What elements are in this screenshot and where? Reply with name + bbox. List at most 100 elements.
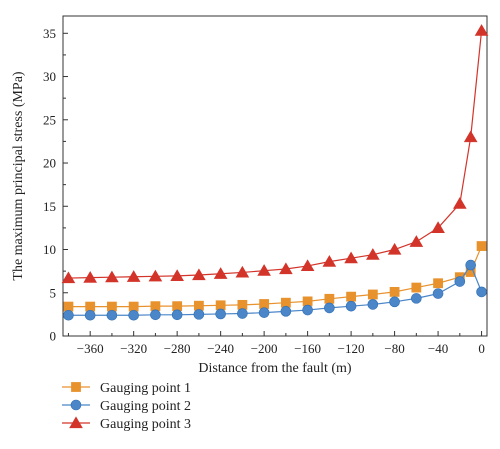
data-point	[148, 269, 163, 282]
legend-item: Gauging point 2	[62, 399, 191, 414]
legend: Gauging point 1 Gauging point 2 Gauging po…	[62, 381, 191, 432]
data-point	[192, 268, 206, 281]
data-point	[411, 293, 422, 304]
data-point	[302, 296, 313, 307]
x-axis-ticks: −360 −320 −280 −240 −200 −160 −120 −80 −40 0	[67, 331, 485, 356]
data-point	[387, 242, 402, 255]
data-point	[409, 235, 424, 247]
x-tick-label: −160	[294, 341, 321, 356]
data-point	[411, 282, 422, 293]
data-point	[170, 269, 184, 281]
y-tick-label: 10	[43, 242, 56, 257]
data-point	[433, 278, 443, 289]
data-point	[389, 296, 400, 308]
data-point	[193, 309, 205, 320]
data-point	[280, 297, 291, 308]
data-point	[324, 302, 335, 314]
data-point	[63, 309, 74, 321]
y-tick-label: 0	[50, 329, 57, 344]
data-point	[476, 241, 487, 251]
data-point	[259, 299, 270, 309]
data-point	[454, 276, 466, 287]
legend-label: Gauging point 3	[100, 417, 191, 432]
data-point	[431, 221, 445, 233]
data-point	[83, 271, 98, 283]
series-3	[61, 24, 489, 284]
data-point	[322, 255, 337, 267]
data-point	[280, 306, 292, 317]
data-point	[258, 307, 270, 318]
data-point	[345, 300, 357, 312]
data-point	[476, 286, 487, 298]
y-tick-label: 25	[43, 112, 56, 127]
data-point	[150, 301, 161, 312]
data-point	[172, 301, 183, 312]
data-point	[126, 270, 141, 282]
legend-label: Gauging point 2	[100, 399, 191, 414]
data-point	[237, 308, 248, 319]
x-tick-label: −320	[120, 341, 147, 356]
legend-marker	[71, 382, 81, 392]
data-point	[150, 309, 161, 321]
data-point	[107, 301, 117, 312]
data-point	[346, 291, 357, 302]
x-tick-label: 0	[478, 341, 485, 356]
data-point	[432, 288, 444, 299]
data-point	[367, 289, 378, 300]
y-tick-label: 20	[43, 156, 56, 171]
data-point	[235, 265, 250, 278]
series-layer	[61, 24, 489, 321]
x-tick-label: −80	[384, 341, 404, 356]
legend-item: Gauging point 3	[62, 416, 191, 432]
data-point	[257, 264, 271, 276]
data-point	[367, 299, 379, 310]
plot-border	[62, 15, 488, 337]
data-point	[215, 300, 226, 311]
x-tick-label: −280	[164, 341, 191, 356]
y-axis-label: The maximum principal stress (MPa)	[11, 71, 26, 281]
data-point	[463, 130, 478, 143]
x-tick-label: −360	[77, 341, 104, 356]
y-axis-ticks: 0 5 10 15 20 25 30 35	[43, 26, 68, 344]
data-point	[474, 24, 489, 36]
data-point	[61, 271, 76, 284]
y-tick-label: 35	[43, 26, 56, 41]
data-point	[279, 262, 293, 275]
data-point	[344, 251, 358, 264]
legend-item: Gauging point 1	[62, 381, 191, 396]
data-point	[213, 267, 228, 279]
plot-frame	[62, 15, 488, 337]
x-tick-label: −120	[338, 341, 365, 356]
data-point	[237, 299, 248, 310]
x-axis-label: Distance from the fault (m)	[198, 361, 352, 376]
legend-marker	[70, 399, 82, 411]
x-tick-label: −40	[428, 341, 448, 356]
data-point	[324, 293, 335, 304]
data-point	[302, 304, 313, 316]
y-tick-label: 5	[50, 285, 57, 300]
data-point	[128, 301, 139, 312]
x-tick-label: −200	[251, 341, 278, 356]
x-tick-label: −240	[207, 341, 234, 356]
data-point	[106, 309, 118, 321]
series-2	[63, 259, 487, 321]
y-tick-label: 30	[43, 69, 56, 84]
legend-marker	[69, 416, 83, 429]
data-point	[85, 301, 96, 312]
data-point	[366, 248, 380, 260]
data-point	[193, 300, 204, 311]
data-point	[465, 259, 476, 271]
data-point	[105, 270, 119, 283]
series-1	[63, 241, 487, 312]
data-point	[84, 309, 96, 321]
data-point	[452, 197, 467, 209]
data-point	[171, 309, 183, 321]
data-point	[389, 286, 400, 297]
data-point	[63, 301, 74, 312]
data-point	[300, 259, 315, 272]
data-point	[128, 309, 139, 321]
y-tick-label: 15	[43, 199, 56, 214]
data-point	[215, 308, 226, 320]
legend-label: Gauging point 1	[100, 381, 191, 396]
